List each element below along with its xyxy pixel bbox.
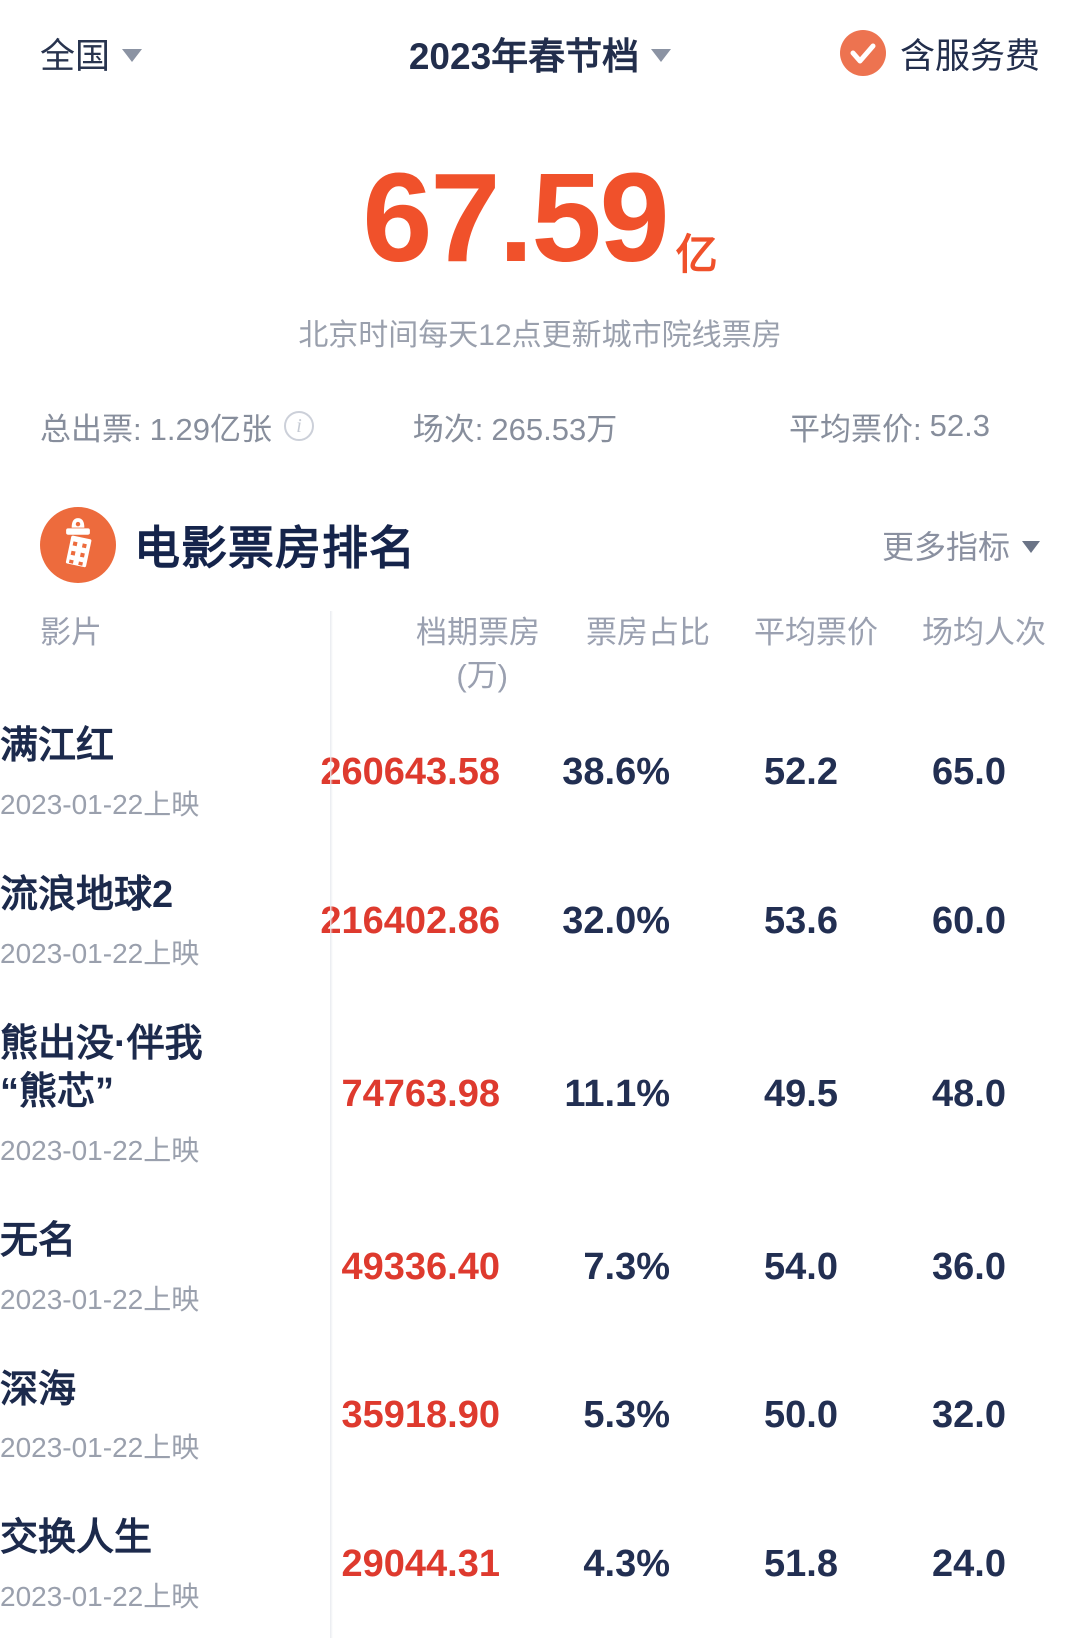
service-fee-label: 含服务费 — [899, 36, 1040, 76]
share-value: 32.0% — [562, 899, 670, 942]
release-date: 2023-01-22上映 — [0, 1580, 200, 1612]
more-metrics-label: 更多指标 — [881, 528, 1010, 565]
stat-label: 平均票价: — [789, 411, 922, 447]
stat-value: 52.3 — [929, 408, 990, 444]
check-circle-icon — [839, 30, 886, 76]
hero-summary: 67.59 亿 北京时间每天12点更新城市院线票房 — [0, 147, 1080, 354]
avg-price-value: 53.6 — [764, 899, 838, 942]
stat-avg-price: 平均票价: 52.3 — [673, 404, 990, 449]
movie-row[interactable]: 交换人生 2023-01-22上映 29044.31 4.3% 51.8 24.… — [0, 1489, 1080, 1638]
ranking-section-header: 电影票房排名 更多指标 — [0, 485, 1080, 595]
avg-price-value: 50.0 — [764, 1394, 838, 1437]
service-fee-toggle[interactable]: 含服务费 — [839, 28, 1040, 79]
attendance-value: 36.0 — [932, 1245, 1006, 1288]
schedule-dropdown[interactable]: 2023年春节档 — [408, 26, 672, 80]
movie-row[interactable]: 熊出没·伴我 “熊芯” 2023-01-22上映 74763.98 11.1% … — [0, 995, 1080, 1192]
share-value: 7.3% — [583, 1245, 670, 1288]
share-value: 11.1% — [564, 1072, 670, 1115]
attendance-value: 48.0 — [932, 1072, 1006, 1115]
info-icon[interactable]: i — [283, 411, 314, 442]
share-value: 38.6% — [562, 751, 670, 794]
avg-price-value: 52.2 — [764, 751, 838, 794]
col-box-office-unit: (万) — [456, 658, 508, 694]
stat-value: 1.29亿张 — [149, 411, 272, 447]
movie-title: 交换人生 — [0, 1517, 153, 1560]
release-date: 2023-01-22上映 — [0, 1283, 200, 1315]
share-value: 4.3% — [583, 1543, 670, 1586]
release-date: 2023-01-22上映 — [0, 937, 200, 969]
avg-price-value: 51.8 — [764, 1543, 838, 1586]
total-box-office: 67.59 — [362, 147, 669, 288]
col-box-office-label: 档期票房 — [416, 614, 540, 650]
movie-title: 深海 — [0, 1368, 77, 1411]
avg-price-value: 54.0 — [764, 1245, 838, 1288]
schedule-label: 2023年春节档 — [408, 36, 640, 77]
stat-label: 场次: — [412, 411, 484, 447]
col-box-office: 档期票房 (万) — [330, 611, 540, 698]
release-date: 2023-01-22上映 — [0, 1134, 200, 1166]
box-office-value: 260643.58 — [320, 751, 500, 794]
movie-row[interactable]: 深海 2023-01-22上映 35918.90 5.3% 50.0 32.0 — [0, 1341, 1080, 1490]
top-bar: 全国 2023年春节档 含服务费 — [0, 0, 1080, 80]
section-title: 电影票房排名 — [134, 521, 416, 574]
summary-stats: 总出票: 1.29亿张 i 场次: 265.53万 平均票价: 52.3 — [0, 404, 1080, 449]
box-office-value: 216402.86 — [320, 899, 500, 942]
movie-row[interactable]: 无名 2023-01-22上映 49336.40 7.3% 54.0 36.0 — [0, 1192, 1080, 1341]
box-office-value: 35918.90 — [341, 1394, 501, 1437]
attendance-value: 60.0 — [932, 899, 1006, 942]
movie-row[interactable]: 流浪地球2 2023-01-22上映 216402.86 32.0% 53.6 … — [0, 846, 1080, 995]
movie-title: 熊出没·伴我 “熊芯” — [0, 1022, 203, 1114]
box-office-unit: 亿 — [675, 230, 718, 278]
movie-title: 流浪地球2 — [0, 874, 174, 917]
box-office-value: 29044.31 — [341, 1543, 501, 1586]
col-avg-price: 平均票价 — [754, 614, 878, 650]
release-date: 2023-01-22上映 — [0, 789, 200, 821]
col-attendance: 场均人次 — [922, 614, 1046, 650]
share-value: 5.3% — [583, 1394, 670, 1437]
movie-title: 无名 — [0, 1219, 77, 1262]
col-movie: 影片 — [40, 614, 102, 650]
stat-sessions: 场次: 265.53万 — [357, 404, 674, 449]
region-label: 全国 — [40, 36, 111, 76]
box-office-value: 74763.98 — [341, 1072, 501, 1115]
update-note: 北京时间每天12点更新城市院线票房 — [298, 318, 782, 352]
region-dropdown[interactable]: 全国 — [40, 28, 143, 79]
stat-label: 总出票: — [40, 411, 142, 447]
caret-down-icon — [651, 48, 672, 62]
caret-down-icon — [1022, 540, 1040, 553]
stat-value: 265.53万 — [491, 411, 618, 447]
caret-down-icon — [122, 48, 143, 62]
attendance-value: 32.0 — [932, 1394, 1006, 1437]
attendance-value: 24.0 — [932, 1543, 1006, 1586]
movie-title: 满江红 — [0, 725, 115, 768]
beacon-lighthouse-icon — [40, 506, 116, 583]
table-header: 影片 档期票房 (万) 票房占比 平均票价 场均人次 — [0, 611, 1080, 698]
box-office-value: 49336.40 — [341, 1245, 501, 1288]
more-metrics-button[interactable]: 更多指标 — [882, 522, 1040, 568]
box-office-table: 影片 档期票房 (万) 票房占比 平均票价 场均人次 满江红 2023-01-2… — [0, 610, 1080, 1638]
avg-price-value: 49.5 — [764, 1072, 838, 1115]
attendance-value: 65.0 — [932, 751, 1006, 794]
col-share: 票房占比 — [586, 614, 710, 650]
movie-row[interactable]: 满江红 2023-01-22上映 260643.58 38.6% 52.2 65… — [0, 697, 1080, 846]
release-date: 2023-01-22上映 — [0, 1432, 200, 1464]
stat-total-tickets: 总出票: 1.29亿张 i — [40, 404, 357, 449]
